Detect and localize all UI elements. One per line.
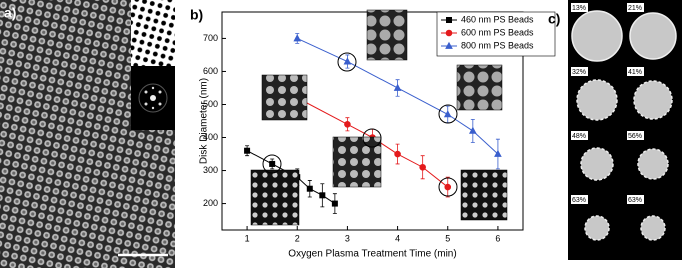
legend: 460 nm PS Beads 600 nm PS Beads 800 nm PS … <box>436 11 556 57</box>
x-tick-label: 1 <box>245 233 250 243</box>
marker <box>393 83 402 91</box>
highlight-circles <box>262 52 458 197</box>
marker <box>443 110 452 118</box>
label-bg <box>571 195 588 204</box>
marker <box>306 185 313 192</box>
marker <box>331 200 338 207</box>
label-bg <box>571 3 588 12</box>
disk <box>640 215 666 241</box>
disk <box>576 79 618 121</box>
marker <box>293 34 302 42</box>
y-tick-label: 200 <box>203 198 218 208</box>
marker <box>343 57 352 65</box>
coverage-label: 63% <box>572 197 586 204</box>
coverage-label: 32% <box>572 69 586 76</box>
marker <box>468 126 477 134</box>
insets <box>250 9 508 226</box>
marker <box>446 17 452 23</box>
inset-lattice <box>131 0 175 66</box>
series-line <box>297 97 449 188</box>
marker <box>344 121 351 128</box>
panel-label: b) <box>190 7 203 23</box>
legend-label: 460 nm PS Beads <box>461 14 534 24</box>
legend-label: 800 nm PS Beads <box>461 40 534 50</box>
plot: 1 2 3 4 5 6 200 300 400 500 600 700 Oxygen Plasma Tr… <box>199 11 524 260</box>
y-tick-label: 300 <box>203 165 218 175</box>
disk <box>637 148 669 180</box>
disk <box>580 147 614 181</box>
panel-label: c) <box>548 11 560 27</box>
marker <box>445 29 453 37</box>
disk <box>629 12 677 60</box>
label-bg <box>627 3 644 12</box>
x-tick-label: 3 <box>345 233 350 243</box>
marker <box>244 147 251 154</box>
marker <box>419 163 426 171</box>
coverage-label: 13% <box>572 5 586 12</box>
label-bg <box>571 67 588 76</box>
marker <box>444 183 452 191</box>
coverage-label: 63% <box>628 197 642 204</box>
disk <box>633 80 673 120</box>
coverage-label: 41% <box>628 69 642 76</box>
panel-label: a) <box>4 5 16 21</box>
fft-spots <box>138 83 168 113</box>
x-tick-label: 6 <box>495 233 500 243</box>
x-tick-label: 4 <box>395 233 400 243</box>
y-tick-label: 400 <box>203 132 218 142</box>
series <box>244 145 338 214</box>
legend-label: 600 nm PS Beads <box>461 27 534 37</box>
label-bg <box>627 67 644 76</box>
x-tick-label: 5 <box>445 233 450 243</box>
label-bg <box>571 131 588 140</box>
label-bg <box>627 131 644 140</box>
disk <box>571 10 623 62</box>
marker <box>319 192 326 199</box>
marker <box>494 149 502 157</box>
legend-box <box>436 11 556 57</box>
y-tick-label: 600 <box>203 66 218 76</box>
y-tick-label: 500 <box>203 99 218 109</box>
coverage-label: 48% <box>572 133 586 140</box>
x-axis-label: Oxygen Plasma Treatment Time (min) <box>288 249 456 260</box>
marker <box>269 160 276 167</box>
label-bg <box>627 195 644 204</box>
coverage-label: 21% <box>628 5 642 12</box>
coverage-grid: 13% 21% 32% 41% 48% 56% 63% 63% <box>571 3 677 241</box>
y-tick-label: 700 <box>203 33 218 43</box>
x-tick-label: 2 <box>295 233 300 243</box>
disk <box>584 215 610 241</box>
y-axis-label: Disk Diameter (nm) <box>199 78 210 164</box>
coverage-label: 56% <box>628 133 642 140</box>
marker <box>394 150 401 158</box>
marker <box>445 41 453 49</box>
